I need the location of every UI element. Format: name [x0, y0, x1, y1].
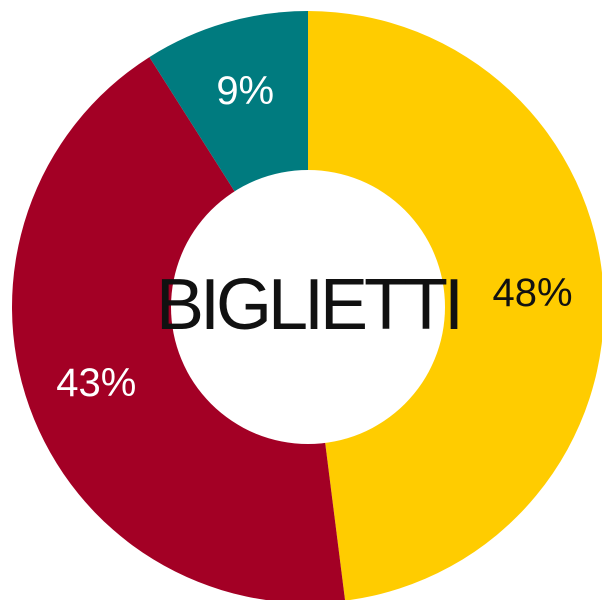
slice-label-2: 9% — [216, 69, 274, 113]
labels-group: 48% 43% 9% — [56, 69, 572, 405]
slice-label-0: 48% — [493, 271, 573, 315]
slice-label-1: 43% — [56, 361, 136, 405]
slice-0 — [308, 11, 602, 600]
center-label: BIGLIETTI — [156, 265, 460, 345]
donut-hole — [171, 170, 445, 444]
